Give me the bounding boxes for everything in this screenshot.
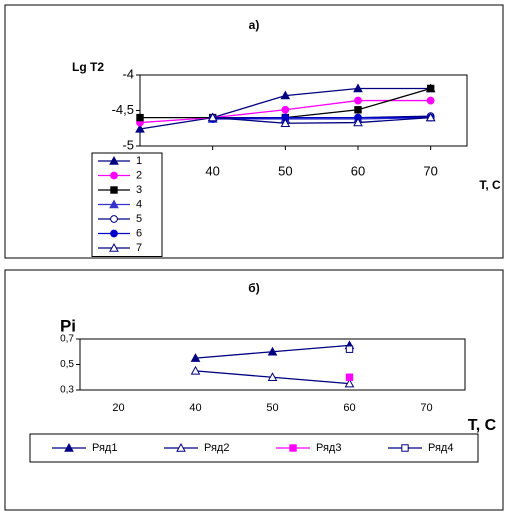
series-line	[212, 116, 431, 120]
legend-label: 1	[136, 155, 142, 167]
legend-marker	[109, 199, 119, 209]
series-line	[212, 116, 431, 124]
legend-label: 6	[136, 227, 142, 239]
data-point	[135, 123, 145, 133]
legend-label: Ряд2	[204, 442, 229, 454]
legend-marker	[110, 186, 118, 194]
data-point	[353, 83, 363, 93]
y-tick-label: 0,3	[60, 385, 74, 396]
x-tick-label: 20	[112, 402, 124, 414]
chart-title: а)	[249, 18, 260, 32]
data-point	[354, 96, 362, 105]
series-line	[212, 116, 431, 120]
data-point	[280, 90, 291, 100]
plot-area	[139, 74, 468, 147]
legend-label: 4	[136, 198, 142, 210]
data-point	[344, 378, 355, 388]
x-tick-label: 40	[205, 163, 219, 178]
legend-label: 7	[136, 242, 142, 254]
data-point	[426, 96, 435, 105]
x-tick-label: 60	[351, 163, 365, 178]
legend-marker	[109, 155, 119, 165]
y-axis-label: Pi	[60, 316, 76, 335]
x-axis-label: T, C	[479, 178, 501, 192]
y-tick-label: 0,7	[60, 334, 74, 345]
data-point	[280, 118, 291, 127]
legend-marker	[110, 215, 118, 223]
legend-marker	[289, 444, 297, 452]
y-tick-label: -4,5	[112, 102, 134, 117]
data-point	[281, 105, 290, 114]
data-point	[190, 353, 201, 362]
x-tick-label: 50	[278, 163, 292, 178]
data-point	[136, 113, 144, 122]
x-tick-label: 70	[420, 402, 432, 414]
legend-label: Ряд1	[92, 442, 117, 454]
data-point	[354, 106, 362, 114]
y-tick-label: -5	[122, 137, 134, 152]
x-tick-label: 50	[266, 402, 278, 414]
legend-marker	[176, 442, 186, 452]
data-point	[207, 112, 218, 122]
legend-marker	[64, 442, 74, 452]
data-point	[353, 117, 363, 127]
x-tick-label: 70	[423, 163, 437, 178]
legend-label: 2	[136, 169, 142, 181]
legend-marker	[110, 171, 118, 180]
data-point	[425, 112, 436, 122]
legend-label: 3	[136, 184, 142, 196]
legend-label: Ряд3	[316, 442, 341, 454]
data-point	[345, 373, 354, 381]
data-point	[345, 345, 354, 353]
x-axis-label: T, C	[468, 417, 497, 434]
y-axis-label: Lg T2	[72, 60, 104, 74]
legend-marker	[401, 444, 409, 452]
data-point	[426, 84, 435, 93]
chart-title: б)	[248, 281, 259, 295]
y-tick-label: 0,5	[60, 359, 74, 370]
plot-area	[79, 338, 466, 391]
data-point	[267, 372, 278, 381]
x-tick-label: 60	[343, 402, 355, 414]
data-point	[190, 365, 201, 375]
data-point	[267, 346, 278, 356]
legend-label: 5	[136, 213, 142, 225]
legend-label: Ряд4	[428, 442, 453, 454]
y-tick-label: -4	[122, 66, 134, 81]
legend-marker	[110, 229, 118, 238]
legend-marker	[109, 242, 119, 252]
x-tick-label: 40	[189, 402, 201, 414]
